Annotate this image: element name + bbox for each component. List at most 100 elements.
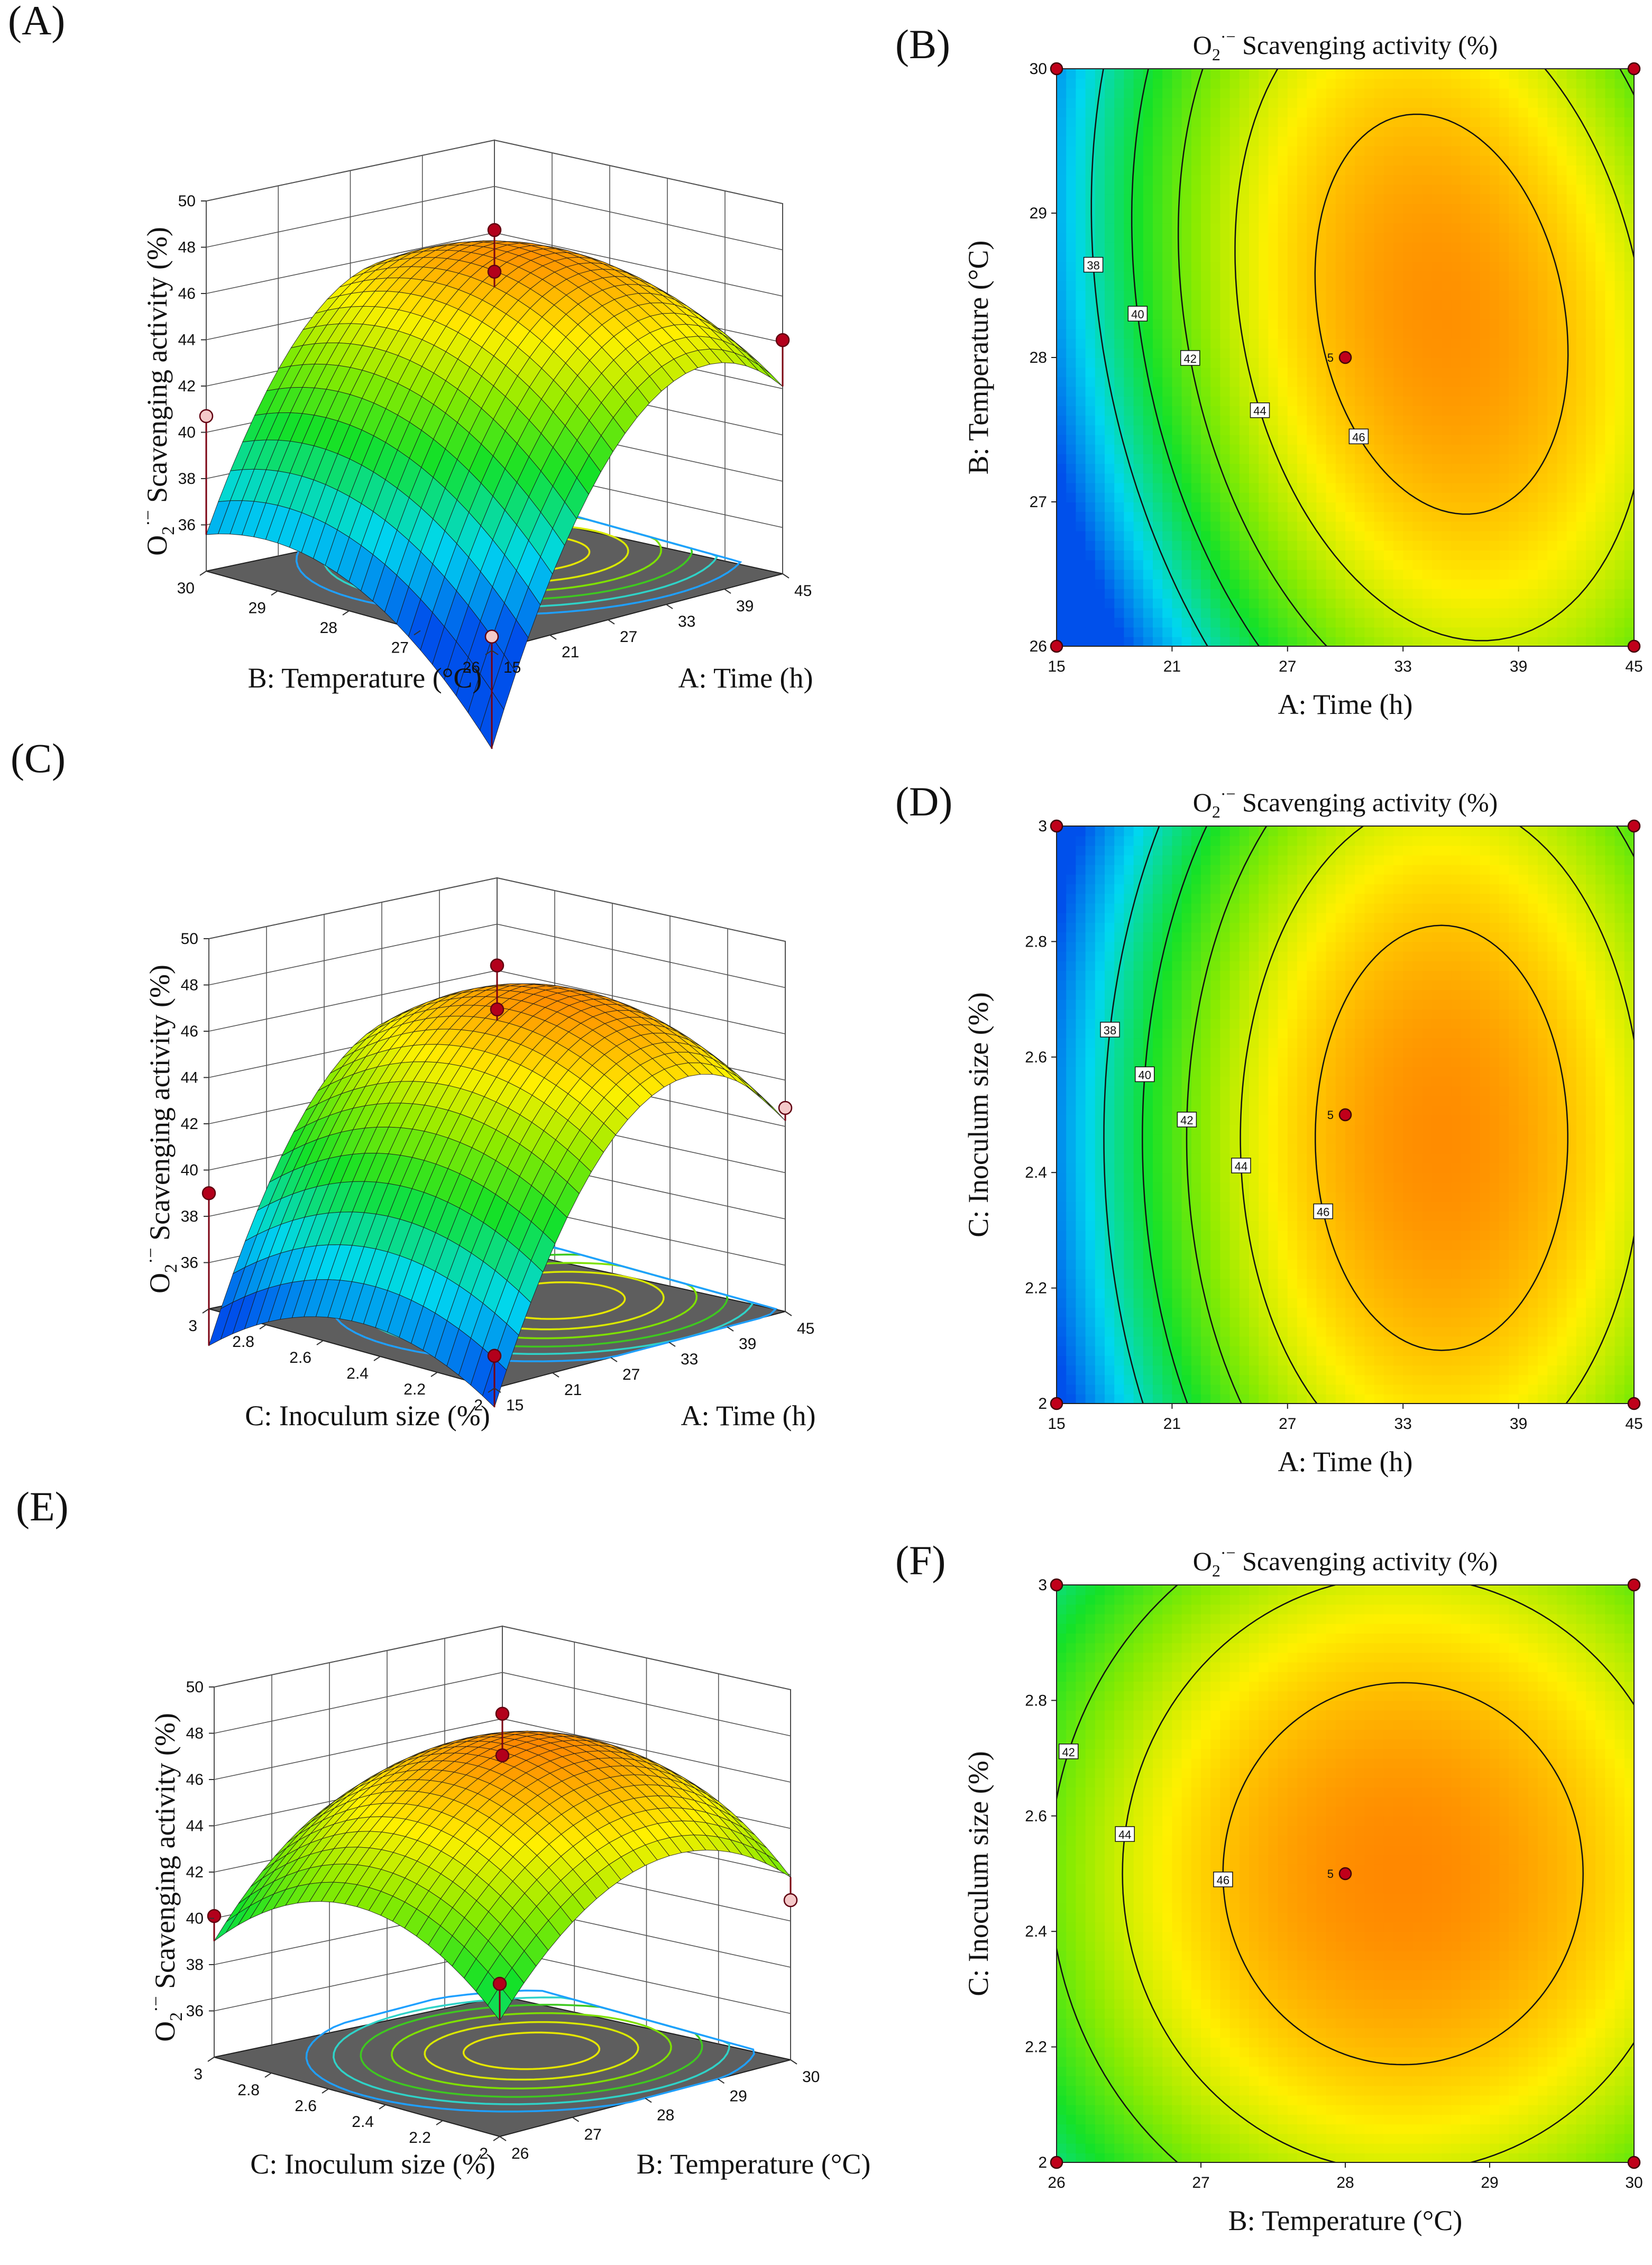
heat-cell-53-1 — [1567, 627, 1577, 637]
heat-cell-1-2 — [1066, 617, 1076, 627]
heat-cell-47-31 — [1509, 338, 1519, 349]
heat-cell-29-10 — [1336, 540, 1346, 551]
heat-cell-19-8 — [1240, 560, 1250, 570]
heat-cell-19-23 — [1240, 415, 1250, 425]
heat-cell-54-49 — [1576, 165, 1586, 175]
heat-cell-18-2 — [1230, 617, 1240, 627]
heat-cell-23-25 — [1278, 396, 1288, 406]
heat-cell-23-57 — [1278, 88, 1288, 98]
heat-cell-51-7 — [1547, 569, 1557, 579]
heat-cell-14-48 — [1191, 175, 1201, 185]
heat-cell-46-37 — [1499, 280, 1509, 290]
heat-cell-41-37 — [1451, 280, 1461, 290]
heat-cell-28-54 — [1326, 117, 1336, 127]
heat-cell-27-49 — [1316, 165, 1326, 175]
z-axis-label-sup: ·− — [139, 510, 158, 526]
heat-cell-29-12 — [1336, 521, 1346, 531]
heat-cell-59-53 — [1625, 126, 1635, 136]
heat-cell-10-6 — [1153, 579, 1163, 589]
x-tick-label-3: 33 — [681, 1351, 698, 1368]
heat-cell-32-48 — [1364, 175, 1374, 185]
heat-cell-24-47 — [1288, 184, 1298, 194]
heat-cell-48-50 — [1519, 155, 1529, 166]
heat-cell-5-19 — [1105, 454, 1115, 464]
heat-cell-47-36 — [1509, 290, 1519, 300]
heat-cell-36-20 — [1403, 444, 1413, 454]
heat-cell-36-7 — [1403, 569, 1413, 579]
heat-cell-48-45 — [1519, 204, 1529, 214]
heat-cell-15-43 — [1201, 223, 1211, 233]
heat-cell-10-54 — [1153, 117, 1163, 127]
heat-cell-40-33 — [1442, 319, 1452, 329]
heat-cell-34-27 — [1384, 377, 1394, 387]
heat-cell-13-27 — [1182, 377, 1192, 387]
heat-cell-55-22 — [1586, 425, 1596, 435]
heat-cell-45-33 — [1490, 319, 1500, 329]
heat-cell-28-6 — [1326, 579, 1336, 589]
heat-cell-42-6 — [1461, 579, 1471, 589]
heat-cell-13-1 — [1182, 627, 1192, 637]
heat-cell-30-25 — [1345, 396, 1355, 406]
heat-cell-49-23 — [1528, 415, 1538, 425]
heat-cell-23-45 — [1278, 204, 1288, 214]
heat-cell-41-42 — [1451, 232, 1461, 242]
heat-cell-7-26 — [1124, 387, 1134, 397]
heat-cell-36-32 — [1403, 328, 1413, 338]
heat-cell-38-6 — [1422, 579, 1433, 589]
heat-cell-5-49 — [1105, 165, 1115, 175]
heat-cell-44-46 — [1480, 194, 1490, 204]
heat-cell-18-48 — [1230, 175, 1240, 185]
heat-cell-41-49 — [1451, 165, 1461, 175]
heat-cell-48-35 — [1519, 300, 1529, 310]
heat-cell-25-19 — [1297, 454, 1307, 464]
heat-cell-36-47 — [1403, 184, 1413, 194]
x-tick-label-0: 15 — [506, 1397, 524, 1414]
heat-cell-31-12 — [1355, 521, 1365, 531]
contour-level-label-42: 42 — [1183, 352, 1196, 365]
heat-cell-27-6 — [1316, 579, 1326, 589]
heat-cell-52-17 — [1557, 473, 1567, 483]
heat-cell-53-17 — [1567, 473, 1577, 483]
heat-cell-0-24 — [1057, 406, 1067, 416]
heat-cell-40-36 — [1442, 290, 1452, 300]
heat-cell-35-26 — [1393, 387, 1403, 397]
heat-cell-53-40 — [1567, 252, 1577, 262]
heat-cell-56-26 — [1595, 387, 1605, 397]
heat-cell-51-51 — [1547, 146, 1557, 156]
heat-cell-8-9 — [1134, 550, 1144, 560]
heat-cell-27-7 — [1316, 569, 1326, 579]
heat-cell-41-46 — [1451, 194, 1461, 204]
heat-cell-31-46 — [1355, 194, 1365, 204]
heat-cell-0-33 — [1057, 319, 1067, 329]
heat-cell-46-7 — [1499, 569, 1509, 579]
heat-cell-3-50 — [1086, 155, 1096, 166]
heat-cell-31-45 — [1355, 204, 1365, 214]
heat-cell-45-41 — [1490, 242, 1500, 252]
heat-cell-2-34 — [1076, 309, 1086, 319]
heat-cell-11-45 — [1162, 204, 1172, 214]
heat-cell-14-53 — [1191, 126, 1201, 136]
heat-cell-47-10 — [1509, 540, 1519, 551]
heat-cell-24-34 — [1288, 309, 1298, 319]
heat-cell-34-19 — [1384, 454, 1394, 464]
heat-cell-33-42 — [1374, 232, 1384, 242]
heat-cell-26-14 — [1307, 502, 1317, 512]
heat-cell-6-44 — [1114, 213, 1124, 223]
heat-cell-31-55 — [1355, 107, 1365, 117]
heat-cell-49-27 — [1528, 377, 1538, 387]
heat-cell-38-35 — [1422, 300, 1433, 310]
heat-cell-37-19 — [1412, 454, 1422, 464]
heat-cell-28-13 — [1326, 511, 1336, 521]
heat-cell-8-19 — [1134, 454, 1144, 464]
heat-cell-20-48 — [1249, 175, 1259, 185]
heat-cell-27-55 — [1316, 107, 1326, 117]
heat-cell-9-40 — [1143, 252, 1153, 262]
heat-cell-24-2 — [1288, 617, 1298, 627]
heat-cell-51-15 — [1547, 492, 1557, 502]
heat-cell-49-52 — [1528, 136, 1538, 146]
heat-cell-27-2 — [1316, 617, 1326, 627]
heat-cell-42-33 — [1461, 319, 1471, 329]
heat-cell-51-46 — [1547, 194, 1557, 204]
heat-cell-49-49 — [1528, 165, 1538, 175]
heat-cell-52-56 — [1557, 98, 1567, 108]
